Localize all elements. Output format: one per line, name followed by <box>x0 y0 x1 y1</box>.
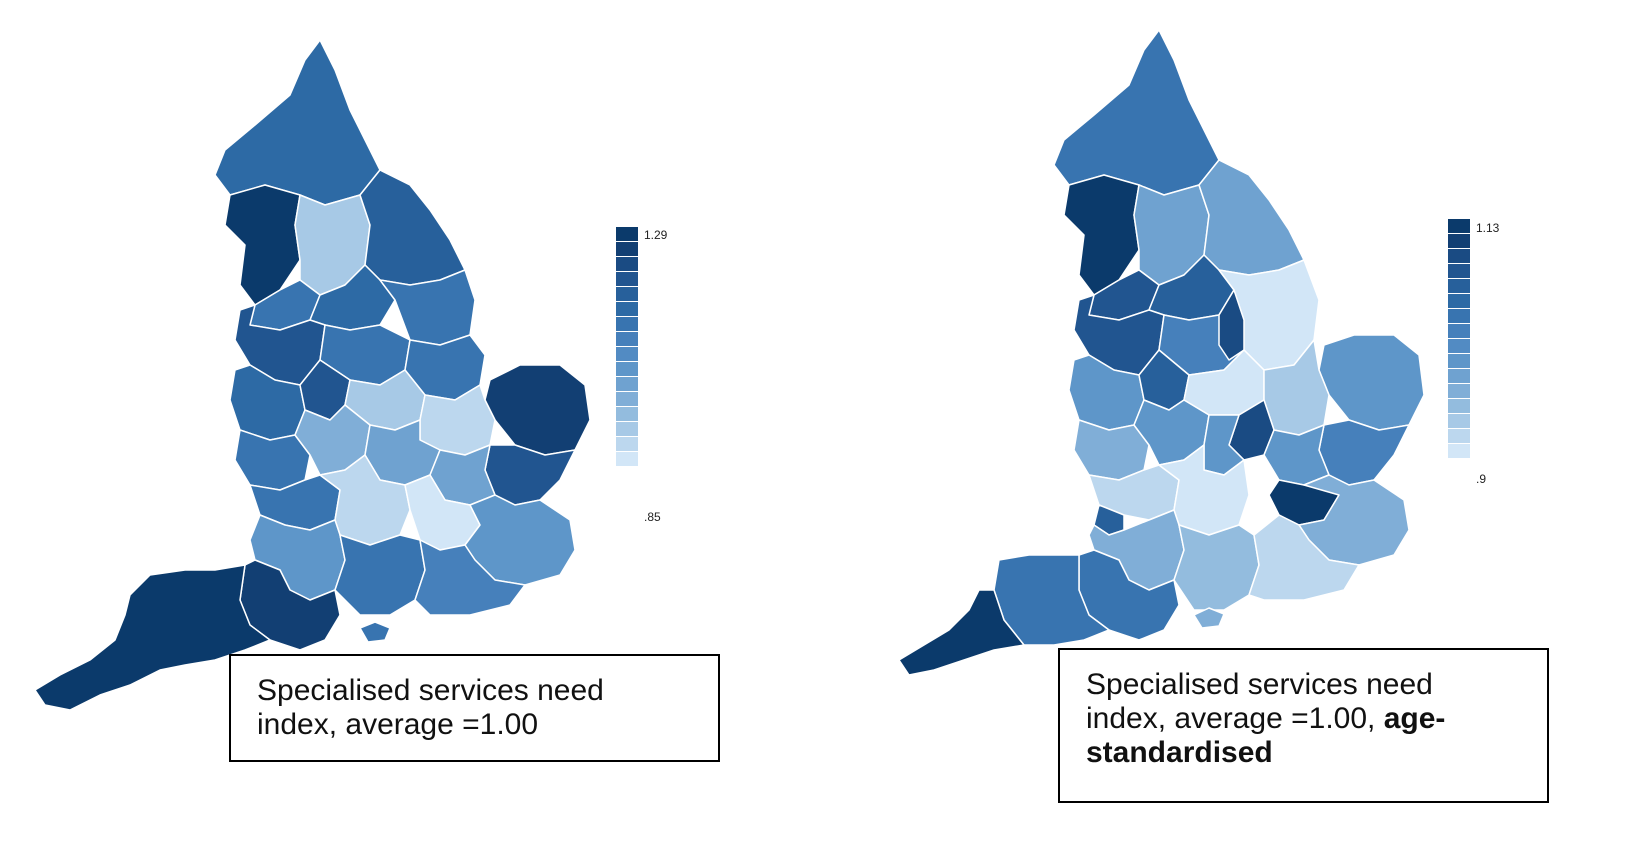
region-east-yorkshire <box>1198 159 1305 276</box>
legend-swatch <box>616 272 638 287</box>
england-choropleth-map <box>34 39 591 711</box>
color-legend <box>616 227 638 467</box>
legend-swatch <box>1448 234 1470 249</box>
england-choropleth-map <box>898 29 1425 676</box>
region-cornwall <box>898 589 1025 676</box>
legend-swatch <box>1448 294 1470 309</box>
legend-swatch <box>1448 264 1470 279</box>
legend-swatch <box>1448 369 1470 384</box>
legend-swatch <box>616 452 638 467</box>
region-kent <box>1298 474 1410 566</box>
legend-swatch <box>616 362 638 377</box>
caption-text: Specialised services need index, average… <box>257 674 604 741</box>
region-north-east <box>1053 29 1220 196</box>
legend-swatch <box>616 257 638 272</box>
caption-text: Specialised services need index, average… <box>1086 668 1433 735</box>
map-caption: Specialised services need index, average… <box>229 654 720 762</box>
legend-min-label: .85 <box>644 510 661 524</box>
legend-swatch <box>1448 309 1470 324</box>
caption-bold-text: age-standardised <box>1086 702 1446 769</box>
legend-swatch <box>616 302 638 317</box>
legend-min-label: .9 <box>1476 472 1487 486</box>
region-essex <box>1318 419 1410 486</box>
legend-max-label: 1.13 <box>1476 221 1500 235</box>
region-east-yorkshire <box>359 169 466 286</box>
region-sussex <box>414 539 526 616</box>
legend-swatch <box>1448 429 1470 444</box>
region-hertfordshire <box>1263 424 1330 486</box>
legend-swatch <box>616 317 638 332</box>
legend-swatch <box>616 332 638 347</box>
region-norfolk <box>1318 334 1425 431</box>
legend-swatch <box>1448 249 1470 264</box>
legend-swatch <box>616 422 638 437</box>
legend-swatch <box>1448 219 1470 234</box>
legend-swatch <box>1448 399 1470 414</box>
legend-swatch <box>1448 324 1470 339</box>
legend-swatch <box>616 347 638 362</box>
region-south-yorkshire <box>379 269 476 346</box>
color-legend <box>1448 219 1470 459</box>
region-hampshire <box>334 534 426 616</box>
legend-swatch <box>1448 354 1470 369</box>
legend-swatch <box>616 242 638 257</box>
region-hampshire <box>1173 524 1260 611</box>
legend-swatch <box>1448 444 1470 459</box>
legend-swatch <box>616 392 638 407</box>
legend-swatch <box>1448 339 1470 354</box>
legend-swatch <box>1448 384 1470 399</box>
legend-swatch <box>616 287 638 302</box>
legend-swatch <box>616 377 638 392</box>
legend-swatch <box>616 407 638 422</box>
map-caption: Specialised services need index, average… <box>1058 648 1549 803</box>
map-panel-unadjusted: 1.29 .85 Specialised services need index… <box>0 0 800 859</box>
legend-swatch <box>616 437 638 452</box>
region-norfolk <box>484 364 591 456</box>
legend-max-label: 1.29 <box>644 228 668 242</box>
map-panel-age-standardised: 1.13 .9 Specialised services need index,… <box>829 0 1629 859</box>
region-sussex <box>1248 514 1360 601</box>
legend-swatch <box>1448 414 1470 429</box>
region-north-east <box>214 39 381 206</box>
region-oxfordshire <box>319 454 411 546</box>
legend-swatch <box>616 227 638 242</box>
region-isle-of-wight <box>1193 607 1225 629</box>
legend-swatch <box>1448 279 1470 294</box>
region-isle-of-wight <box>359 621 391 643</box>
region-devon-cornwall <box>34 564 271 711</box>
